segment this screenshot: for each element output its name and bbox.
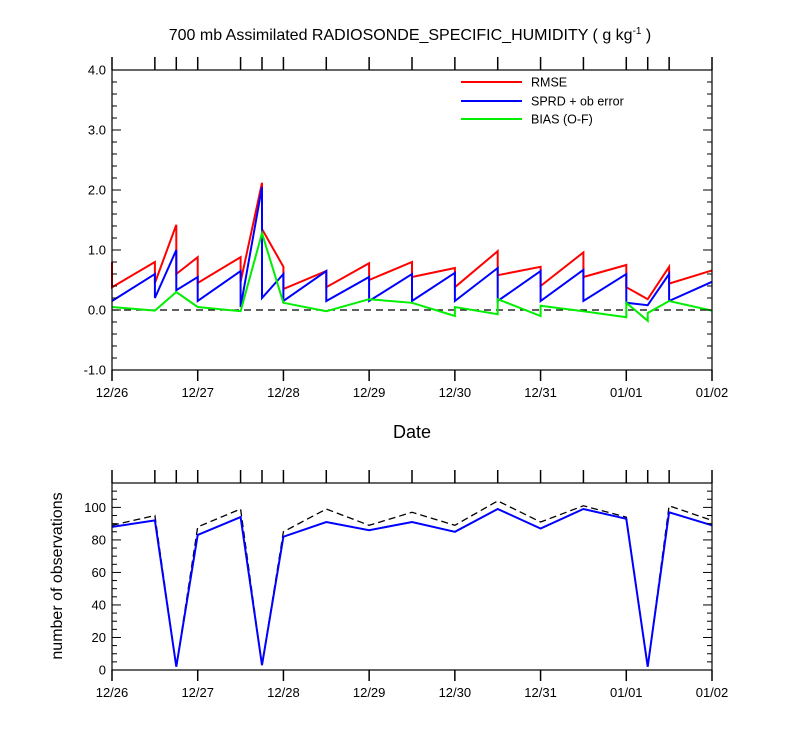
top-x-tick-label: 12/30 <box>439 385 472 400</box>
top-series-line-bias-o-f <box>111 229 713 323</box>
bottom-y-tick-label: 100 <box>84 500 106 515</box>
top-y-tick-label: 3.0 <box>88 123 106 138</box>
bottom-x-tick-label: 01/01 <box>610 685 643 700</box>
chart-title-main: 700 mb Assimilated RADIOSONDE_SPECIFIC_H… <box>169 27 633 44</box>
bottom-x-tick-label: 12/28 <box>267 685 300 700</box>
bottom-y-tick-label: 0 <box>99 663 106 678</box>
top-x-tick-label: 12/29 <box>353 385 386 400</box>
chart-title-exponent: -1 <box>633 26 642 37</box>
bottom-y-tick-label: 40 <box>92 597 106 612</box>
x-axis-label: Date <box>393 422 431 442</box>
top-x-tick-label: 12/31 <box>524 385 557 400</box>
bottom-y-tick-label: 20 <box>92 630 106 645</box>
observations-plot: 0 20 40 60 80 100 12/26 12/27 12/28 12/29 12/30 12/… <box>84 470 728 700</box>
bottom-x-tick-label: 12/31 <box>524 685 557 700</box>
top-x-tick-label: 01/01 <box>610 385 643 400</box>
bottom-x-tick-label: 12/30 <box>439 685 472 700</box>
y-axis-label-observations: number of observations <box>49 492 66 659</box>
bottom-x-tick-label: 12/26 <box>96 685 129 700</box>
legend: RMSE SPRD + ob error BIAS (O-F) <box>461 76 624 127</box>
top-series-line-sprd-ob-error <box>111 186 713 308</box>
legend-label-0: RMSE <box>531 76 567 90</box>
humidity-plot: -1.0 0.0 1.0 2.0 3.0 4.0 12/26 12/27 12/28 12/29 1… <box>84 57 729 400</box>
bottom-series-line-possible <box>111 500 713 667</box>
bottom-plot-frame <box>111 482 713 671</box>
bottom-y-tick-label: 80 <box>92 532 106 547</box>
bottom-series-line-assimilated <box>111 507 713 667</box>
bottom-x-tick-label: 12/27 <box>181 685 214 700</box>
bottom-x-tick-label: 12/29 <box>353 685 386 700</box>
top-plot-frame <box>111 69 713 371</box>
top-y-tick-label: 0.0 <box>88 303 106 318</box>
top-x-tick-label: 01/02 <box>696 385 729 400</box>
top-y-tick-label: 1.0 <box>88 243 106 258</box>
top-x-tick-label: 12/28 <box>267 385 300 400</box>
bottom-y-tick-label: 60 <box>92 565 106 580</box>
legend-label-2: BIAS (O-F) <box>531 113 593 127</box>
top-y-tick-label: -1.0 <box>84 363 106 378</box>
top-y-tick-label: 4.0 <box>88 63 106 78</box>
top-series-line-rmse <box>111 182 713 301</box>
chart-title-tail: ) <box>641 27 651 44</box>
chart-title: 700 mb Assimilated RADIOSONDE_SPECIFIC_H… <box>169 26 652 44</box>
bottom-x-tick-label: 01/02 <box>696 685 729 700</box>
top-x-tick-label: 12/26 <box>96 385 129 400</box>
top-x-tick-label: 12/27 <box>181 385 214 400</box>
legend-label-1: SPRD + ob error <box>531 95 624 109</box>
top-y-tick-label: 2.0 <box>88 183 106 198</box>
